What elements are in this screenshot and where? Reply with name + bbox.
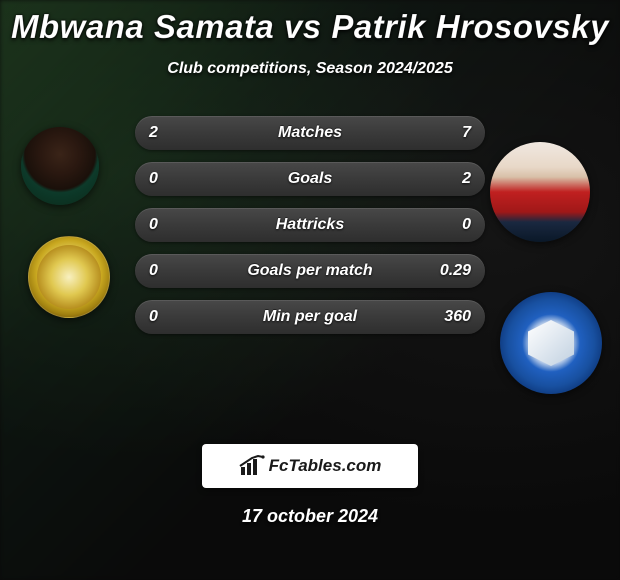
page-title: Mbwana Samata vs Patrik Hrosovsky — [0, 8, 620, 46]
stats-list: 2 Matches 7 0 Goals 2 0 Hattricks 0 0 Go… — [135, 116, 485, 346]
subtitle: Club competitions, Season 2024/2025 — [0, 60, 620, 78]
stat-label: Goals — [288, 170, 332, 188]
player-right-avatar — [490, 142, 590, 242]
branding-logo: FcTables.com — [239, 455, 382, 477]
stat-right-value: 2 — [462, 170, 471, 188]
stat-label: Matches — [278, 124, 342, 142]
stat-left-value: 0 — [149, 262, 158, 280]
comparison-area: 2 Matches 7 0 Goals 2 0 Hattricks 0 0 Go… — [0, 116, 620, 396]
stat-right-value: 0.29 — [440, 262, 471, 280]
stat-left-value: 0 — [149, 308, 158, 326]
player-left-avatar — [21, 127, 99, 205]
content: Mbwana Samata vs Patrik Hrosovsky Club c… — [0, 0, 620, 580]
stat-left-value: 0 — [149, 216, 158, 234]
branding-text: FcTables.com — [269, 456, 382, 476]
stat-left-value: 0 — [149, 170, 158, 188]
stat-label: Goals per match — [247, 262, 372, 280]
club-left-logo — [28, 236, 110, 318]
stat-row-min-per-goal: 0 Min per goal 360 — [135, 300, 485, 334]
stat-right-value: 360 — [444, 308, 471, 326]
stat-row-goals: 0 Goals 2 — [135, 162, 485, 196]
stat-row-goals-per-match: 0 Goals per match 0.29 — [135, 254, 485, 288]
chart-icon — [239, 455, 265, 477]
stat-label: Min per goal — [263, 308, 357, 326]
stat-right-value: 0 — [462, 216, 471, 234]
club-right-logo — [500, 292, 602, 394]
stat-row-hattricks: 0 Hattricks 0 — [135, 208, 485, 242]
stat-label: Hattricks — [276, 216, 344, 234]
stat-left-value: 2 — [149, 124, 158, 142]
stat-right-value: 7 — [462, 124, 471, 142]
branding-box: FcTables.com — [202, 444, 418, 488]
stat-row-matches: 2 Matches 7 — [135, 116, 485, 150]
date-text: 17 october 2024 — [0, 506, 620, 527]
